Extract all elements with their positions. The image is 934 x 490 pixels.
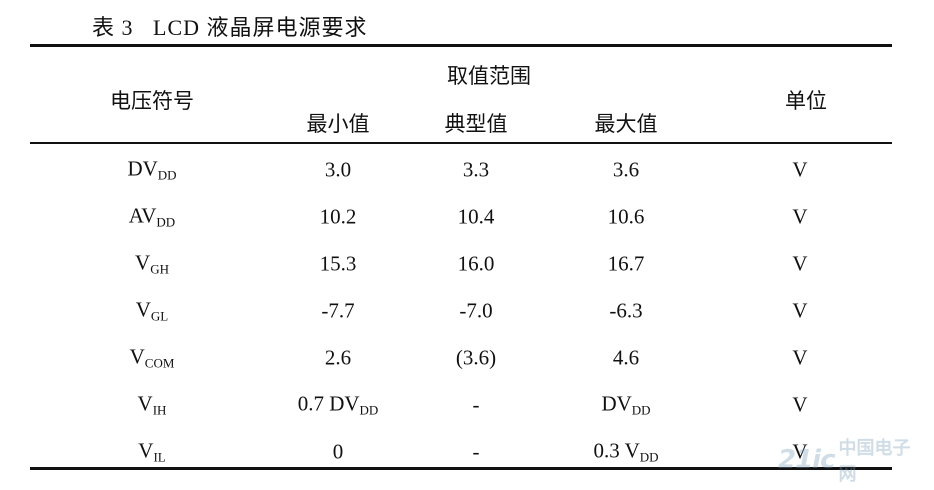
- cell-symbol-main: V: [138, 438, 154, 463]
- cell-min: 0: [333, 440, 344, 465]
- watermark-text: 中国电子网: [838, 438, 911, 485]
- cell-symbol-subscript: IL: [153, 449, 166, 465]
- cell-symbol-subscript: GH: [150, 261, 169, 277]
- cell-typ: 16.0: [458, 252, 495, 277]
- cell-max: 16.7: [608, 252, 645, 277]
- cell-max-main: 16.7: [607, 251, 645, 276]
- cell-min-main: 0.7 DV: [297, 391, 360, 416]
- cell-symbol: AVDD: [129, 204, 175, 231]
- cell-typ-main: 3.3: [462, 157, 490, 182]
- cell-min-main: 0: [332, 439, 344, 464]
- cell-max-main: -6.3: [609, 298, 643, 323]
- cell-unit: V: [792, 204, 808, 229]
- cell-unit: V: [792, 439, 808, 464]
- cell-symbol-main: V: [135, 250, 151, 275]
- cell-symbol: VIL: [138, 439, 165, 466]
- cell-typ: -: [473, 393, 480, 418]
- header-typ: 典型值: [444, 112, 508, 136]
- cell-max: DVDD: [601, 392, 650, 419]
- cell-symbol-subscript: COM: [144, 355, 175, 371]
- cell-typ-main: 10.4: [457, 204, 495, 229]
- cell-symbol-subscript: IH: [152, 402, 167, 418]
- cell-max-main: 10.6: [607, 204, 645, 229]
- cell-unit: V: [792, 345, 808, 370]
- cell-min: 2.6: [325, 346, 351, 371]
- cell-symbol: VGL: [136, 298, 169, 325]
- cell-symbol: VIH: [138, 392, 167, 419]
- cell-max-main: 4.6: [612, 345, 640, 370]
- cell-min-main: 15.3: [319, 251, 357, 276]
- header-symbol: 电压符号: [110, 89, 194, 113]
- table-bottom-rule: [30, 467, 892, 470]
- cell-min-main: 3.0: [324, 157, 352, 182]
- cell-typ: -: [473, 440, 480, 465]
- cell-min-subscript: DD: [359, 402, 379, 418]
- cell-typ: 3.3: [463, 158, 489, 183]
- cell-min: -7.7: [321, 299, 354, 324]
- cell-typ: 10.4: [458, 205, 495, 230]
- cell-symbol-subscript: GL: [150, 308, 169, 324]
- cell-unit: V: [792, 157, 808, 182]
- cell-symbol-main: V: [129, 344, 145, 369]
- header-range: 取值范围: [447, 64, 531, 88]
- cell-max: 10.6: [608, 205, 645, 230]
- cell-symbol: VCOM: [130, 345, 175, 372]
- cell-unit: V: [792, 251, 808, 276]
- cell-max-main: 0.3 V: [593, 438, 640, 463]
- cell-min-main: 10.2: [319, 204, 357, 229]
- cell-symbol: DVDD: [127, 157, 176, 184]
- cell-max: -6.3: [609, 299, 642, 324]
- cell-max-main: 3.6: [612, 157, 640, 182]
- header-unit: 单位: [785, 89, 827, 113]
- cell-symbol: VGH: [135, 251, 169, 278]
- cell-symbol-main: V: [135, 297, 151, 322]
- cell-max: 4.6: [613, 346, 639, 371]
- cell-max-main: DV: [601, 391, 632, 416]
- table-caption: 表 3 LCD 液晶屏电源要求: [92, 15, 368, 40]
- cell-symbol-subscript: DD: [156, 214, 176, 230]
- header-max: 最大值: [594, 112, 658, 136]
- cell-unit: V: [792, 298, 808, 323]
- cell-typ: -7.0: [459, 299, 492, 324]
- cell-typ-main: -: [472, 439, 480, 464]
- cell-typ-main: 16.0: [457, 251, 495, 276]
- cell-min: 10.2: [320, 205, 357, 230]
- cell-typ-main: -7.0: [459, 298, 493, 323]
- table-header-rule: [30, 142, 892, 144]
- cell-min: 15.3: [320, 252, 357, 277]
- watermark-logo: 21ic: [778, 445, 836, 475]
- cell-typ-main: -: [472, 392, 480, 417]
- cell-typ-main: (3.6): [455, 345, 497, 370]
- cell-unit: V: [792, 392, 808, 417]
- cell-min: 0.7 DVDD: [298, 392, 379, 419]
- header-min: 最小值: [306, 112, 370, 136]
- cell-symbol-subscript: DD: [157, 167, 177, 183]
- cell-symbol-main: DV: [127, 156, 158, 181]
- cell-min-main: 2.6: [324, 345, 352, 370]
- cell-typ: (3.6): [456, 346, 496, 371]
- cell-symbol-main: AV: [128, 203, 157, 228]
- cell-max: 3.6: [613, 158, 639, 183]
- cell-max-subscript: DD: [631, 402, 651, 418]
- cell-min: 3.0: [325, 158, 351, 183]
- watermark: 21ic 中国电子网: [778, 438, 928, 485]
- cell-max-subscript: DD: [639, 449, 659, 465]
- cell-max: 0.3 VDD: [593, 439, 658, 466]
- cell-min-main: -7.7: [321, 298, 355, 323]
- cell-symbol-main: V: [137, 391, 153, 416]
- table-top-rule: [30, 44, 892, 47]
